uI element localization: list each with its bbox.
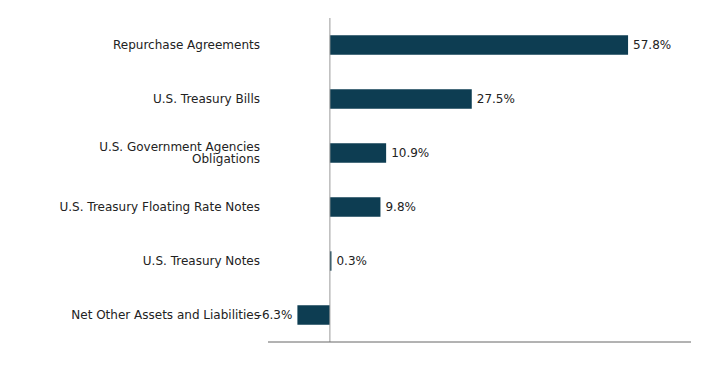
svg-text:Net Other Assets and Liabiliti: Net Other Assets and Liabilities [71,308,260,322]
svg-text:U.S. Treasury Notes: U.S. Treasury Notes [143,254,260,268]
svg-text:U.S. Government AgenciesObliga: U.S. Government AgenciesObligations [99,140,260,166]
svg-text:57.8%: 57.8% [633,38,671,52]
svg-text:27.5%: 27.5% [477,92,515,106]
svg-text:Repurchase Agreements: Repurchase Agreements [113,38,260,52]
svg-text:-6.3%: -6.3% [258,308,293,322]
svg-text:10.9%: 10.9% [391,146,429,160]
svg-text:9.8%: 9.8% [385,200,416,214]
svg-text:U.S. Treasury Bills: U.S. Treasury Bills [153,92,260,106]
svg-text:U.S. Treasury Floating Rate No: U.S. Treasury Floating Rate Notes [59,200,260,214]
svg-text:0.3%: 0.3% [336,254,367,268]
